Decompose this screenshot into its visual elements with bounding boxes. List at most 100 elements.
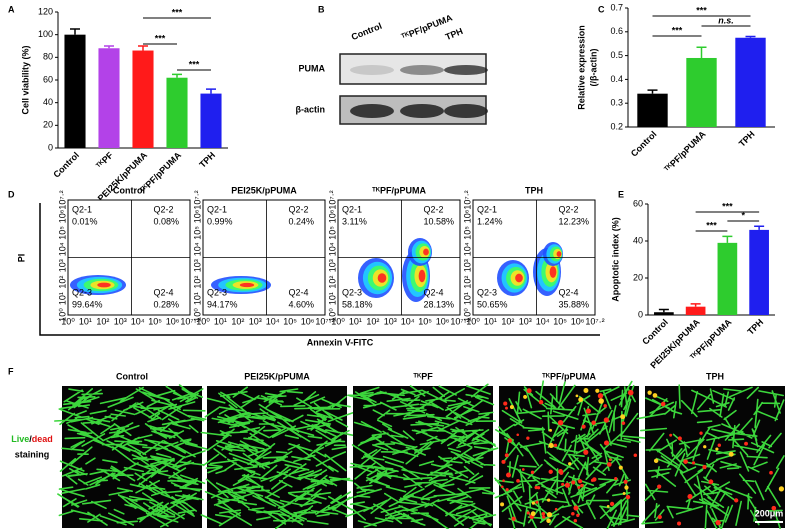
dead-cell: [505, 488, 509, 492]
y-tick-label: 10⁶: [57, 209, 67, 223]
bar: [749, 229, 769, 315]
dead-cell: [500, 502, 505, 507]
quadrant-label: Q2-1: [477, 204, 497, 214]
y-tick-label: 0: [48, 142, 53, 152]
dead-cell: [564, 482, 570, 488]
x-tick-label: 10⁰: [196, 316, 210, 326]
quadrant-label: Q2-4: [288, 287, 308, 297]
error-bar: [745, 35, 756, 38]
x-tick-label: 10⁴: [536, 316, 550, 326]
dead-cell: [585, 408, 591, 414]
live-cells: [200, 386, 354, 529]
dead-cell: [609, 501, 615, 506]
dead-cell: [677, 436, 682, 441]
x-tick-label: 10⁵: [148, 316, 162, 326]
dead-cell: [623, 479, 628, 484]
row-label: β-actin: [296, 104, 326, 114]
y-tick-label: 10²: [57, 276, 67, 289]
density: [556, 251, 562, 257]
y-tick-label: 0.5: [610, 50, 623, 60]
quadrant-label: Q2-4: [153, 287, 173, 297]
dead-cell: [652, 393, 658, 398]
y-tick-label: 10⁴: [192, 242, 202, 256]
density: [549, 266, 557, 278]
y-tick-label: 10⁰: [192, 308, 202, 322]
live-cells: [54, 384, 210, 528]
dead-cell: [687, 493, 693, 500]
dead-cell: [620, 414, 626, 420]
flow-plot: TPH Q2-1 1.24% Q2-2 12.23% Q2-3 50.65% Q2-4 35.8…: [462, 185, 604, 326]
y-tick-label: 10⁷·²: [57, 190, 67, 209]
x-tick-label: 10⁰: [466, 316, 480, 326]
x-tick-label: 10⁷·²: [585, 316, 604, 326]
row-label: PUMA: [299, 63, 326, 73]
dead-cell: [669, 433, 673, 437]
y-tick-label: 10⁶: [327, 209, 337, 223]
dead-cell: [578, 397, 584, 403]
dead-cell: [769, 470, 773, 475]
error-bar: [690, 303, 701, 307]
panel-letter: D: [8, 189, 15, 199]
panel-letter: B: [318, 4, 325, 14]
lane-label: Control: [350, 21, 383, 42]
x-tick-label: TPH: [745, 317, 765, 337]
dead-cell: [577, 486, 581, 489]
quadrant-label: Q2-2: [288, 204, 308, 214]
flow-title: PEI25K/pPUMA: [231, 185, 297, 195]
dead-cell: [542, 515, 546, 519]
density: [423, 248, 429, 256]
dead-cell: [591, 420, 596, 425]
x-tick-label: ᵀᴷPF/pPUMA: [662, 129, 708, 175]
dead-cell: [734, 498, 739, 503]
dead-cell: [660, 401, 666, 407]
bar: [200, 93, 222, 148]
dead-cell: [590, 478, 595, 482]
dead-cell: [708, 479, 714, 485]
significance-label: ***: [722, 201, 733, 211]
y-tick-label: 10⁷·²: [327, 190, 337, 209]
quadrant-label: Q2-2: [423, 204, 443, 214]
dead-cell: [653, 458, 659, 464]
x-tick-label: Control: [629, 129, 659, 159]
x-tick-label: 10⁶: [571, 316, 585, 326]
error-bar: [647, 89, 658, 94]
dead-cell: [501, 459, 506, 464]
y-tick-label: 10¹: [57, 292, 67, 305]
dead-cell: [603, 440, 610, 446]
y-tick-label: 60: [633, 198, 643, 208]
dead-cell: [614, 476, 618, 481]
quadrant-percent: 4.60%: [288, 299, 314, 309]
flow-title: ᵀᴷPF/pPUMA: [372, 185, 427, 195]
y-tick-label: 10⁶: [192, 209, 202, 223]
blot-band: [350, 65, 394, 75]
density: [377, 273, 387, 283]
dead-cell: [595, 388, 600, 393]
dead-cell: [683, 459, 688, 464]
y-tick-label: 10⁵: [192, 226, 202, 240]
dead-cell: [578, 479, 583, 484]
y-axis-label: PI: [16, 254, 26, 263]
dead-cell: [507, 438, 513, 443]
dead-cell: [622, 492, 626, 495]
bar: [686, 57, 717, 128]
x-tick-label: Control: [51, 150, 81, 180]
error-bar: [696, 46, 707, 58]
dead-cell: [538, 399, 544, 405]
dead-cell: [523, 394, 528, 399]
quadrant-percent: 12.23%: [558, 216, 589, 226]
y-tick-label: 10¹: [462, 292, 472, 305]
x-tick-label: 10⁶: [301, 316, 315, 326]
dead-cell: [633, 453, 638, 457]
panel-letter: A: [8, 4, 15, 14]
panel-letter: C: [598, 4, 605, 14]
dead-cell: [702, 465, 707, 470]
x-tick-label: 10⁴: [401, 316, 415, 326]
image-title: ᵀᴷPF/pPUMA: [542, 371, 597, 381]
quadrant-percent: 0.99%: [207, 216, 233, 226]
quadrant-percent: 99.64%: [72, 299, 103, 309]
x-tick-label: 10⁵: [283, 316, 297, 326]
bar: [685, 306, 706, 315]
y-tick-label: 10⁶: [462, 209, 472, 223]
x-tick-label: 10⁷·²: [450, 316, 469, 326]
quadrant-percent: 3.11%: [342, 216, 367, 226]
